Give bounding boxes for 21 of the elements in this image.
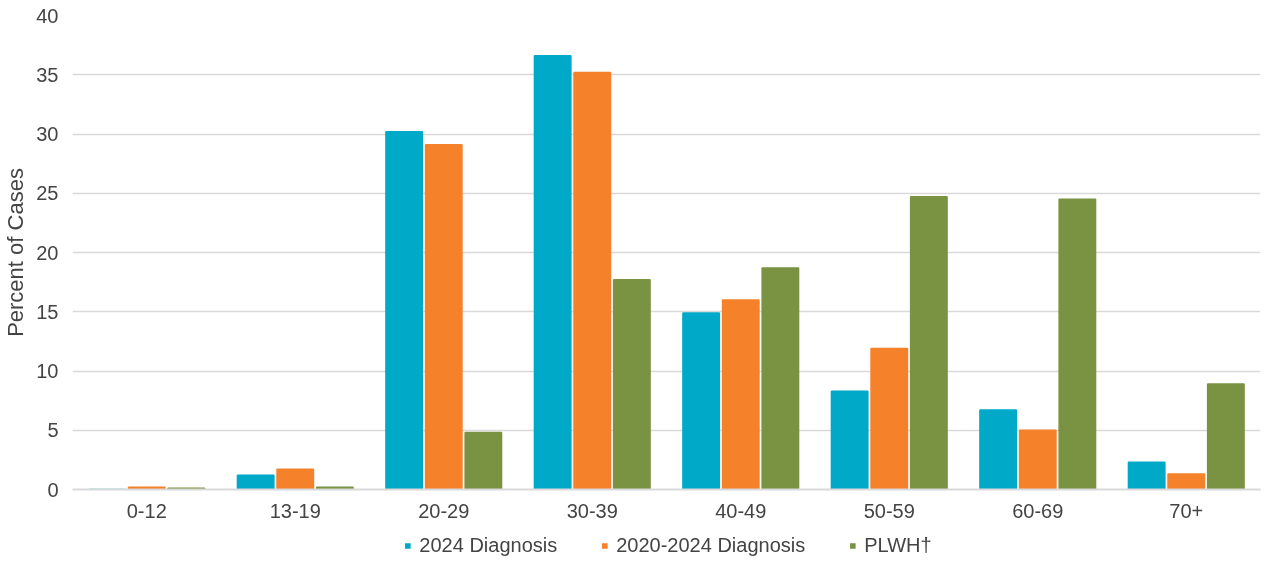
y-tick-label: 40: [36, 4, 59, 27]
y-axis-title: Percent of Cases: [3, 168, 29, 337]
y-tick-label: 30: [36, 123, 59, 145]
legend-label: 2020-2024 Diagnosis: [616, 533, 806, 557]
x-tick-label: 13-19: [269, 499, 321, 522]
x-tick-label: 20-29: [418, 499, 470, 522]
y-tick-label: 20: [36, 241, 59, 264]
y-tick-label: 0: [47, 478, 59, 501]
y-tick-label: 25: [36, 182, 59, 205]
x-tick-label: 50-59: [863, 499, 915, 522]
x-tick-label: 30-39: [566, 499, 618, 522]
legend-label: 2024 Diagnosis: [419, 533, 558, 557]
x-tick-label: 40-49: [715, 499, 767, 522]
x-tick-label: 70+: [1169, 499, 1204, 522]
y-tick-label: 5: [47, 419, 59, 442]
y-tick-label: 15: [36, 300, 59, 323]
x-tick-label: 0-12: [126, 499, 167, 522]
x-tick-label: 60-69: [1012, 499, 1064, 522]
y-tick-label: 35: [36, 63, 59, 86]
legend-label: PLWH†: [864, 533, 932, 557]
y-tick-label: 10: [36, 360, 59, 382]
